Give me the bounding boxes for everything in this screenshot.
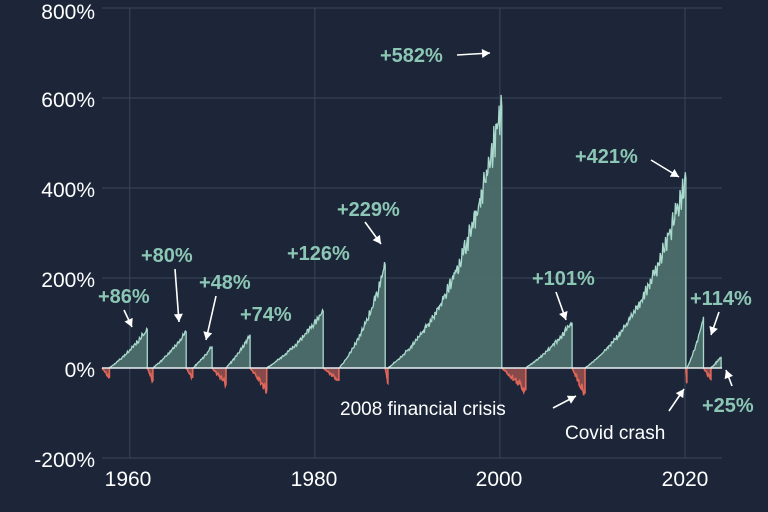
bull-market-line (387, 94, 503, 369)
bull-label-2000: +582% (380, 45, 443, 67)
arrow-icon (668, 388, 685, 412)
x-tick-label: 2000 (476, 468, 523, 491)
arrow-icon (724, 369, 734, 387)
bull-market-line (225, 334, 251, 369)
y-tick-label: -200% (34, 449, 95, 472)
bear-market-line (185, 367, 194, 381)
y-tick-label: 0% (65, 359, 95, 382)
bull-market-area (710, 356, 722, 368)
bear-market-line (384, 367, 389, 386)
bull-market-line (152, 329, 187, 369)
bull-market-line (584, 172, 687, 369)
bear-market-line (571, 367, 586, 396)
x-tick-label: 1960 (105, 468, 152, 491)
bull-market-line (338, 261, 386, 369)
event-annotations: 2008 financial crisis Covid crash (340, 399, 665, 444)
y-tick-label: 600% (41, 89, 95, 112)
bull-label-1968: +48% (199, 272, 251, 294)
bull-market-area (152, 331, 187, 368)
y-axis-labels: -200% 0% 200% 400% 600% 800% (34, 1, 95, 472)
bull-market-line (192, 345, 213, 369)
arrow-icon (709, 311, 720, 336)
arrow-icon (123, 309, 133, 328)
bull-market-line (710, 356, 722, 369)
bear-market-line (101, 367, 111, 379)
bear-market-line (702, 367, 712, 381)
bear-market-line (211, 367, 227, 390)
bear-market-line (322, 367, 340, 382)
bull-label-1961: +86% (98, 286, 150, 308)
grid (102, 7, 722, 459)
bear-market-area (212, 368, 226, 386)
bull-market-line (686, 316, 705, 369)
y-tick-label: 400% (41, 179, 95, 202)
bull-label-2020: +421% (575, 146, 638, 168)
bull-label-1980: +126% (287, 243, 350, 265)
x-tick-label: 2020 (662, 468, 709, 491)
bear-market-line (685, 367, 688, 384)
bull-market-labels: +86% +80% +48% +74% +126% +229% +582% +1… (98, 45, 754, 417)
arrow-icon (203, 295, 217, 341)
bull-market-area (338, 262, 386, 368)
bull-markets (108, 94, 722, 369)
arrow-icon (456, 48, 491, 58)
bull-market-line (525, 321, 573, 369)
arrow-icon (364, 221, 382, 245)
bull-market-area (525, 322, 573, 368)
bull-market-line (266, 308, 324, 369)
bull-market-line (108, 327, 148, 369)
x-tick-label: 1980 (291, 468, 338, 491)
bull-market-area (266, 309, 324, 368)
bull-label-1987: +229% (337, 199, 400, 221)
bear-market-area (250, 368, 267, 394)
bear-market-line (146, 367, 154, 384)
bear-market-line (249, 367, 268, 394)
bull-label-1966: +80% (141, 245, 193, 267)
bull-label-1973: +74% (240, 304, 292, 326)
arrow-icon (650, 159, 680, 178)
annotation-arrows (123, 48, 734, 412)
bear-markets (101, 367, 712, 396)
bull-market-area (109, 328, 148, 368)
bull-market-area (686, 316, 704, 368)
bull-label-2007: +101% (532, 268, 595, 290)
annotation-covid-crash: Covid crash (565, 423, 665, 444)
bull-market-area (387, 94, 502, 369)
bull-market-area (226, 334, 251, 368)
bull-label-2022: +114% (690, 288, 752, 310)
arrow-icon (552, 395, 577, 409)
y-tick-label: 800% (41, 1, 95, 24)
annotation-financial-crisis: 2008 financial crisis (340, 399, 506, 420)
bear-market-line (501, 367, 527, 395)
arrow-icon (173, 268, 183, 323)
x-axis-labels: 1960 1980 2000 2020 (105, 468, 709, 491)
bull-market-area (585, 172, 686, 368)
bull-label-2023: +25% (702, 395, 754, 417)
bull-market-area (192, 346, 213, 368)
y-tick-label: 200% (41, 269, 95, 292)
arrow-icon (555, 291, 568, 321)
